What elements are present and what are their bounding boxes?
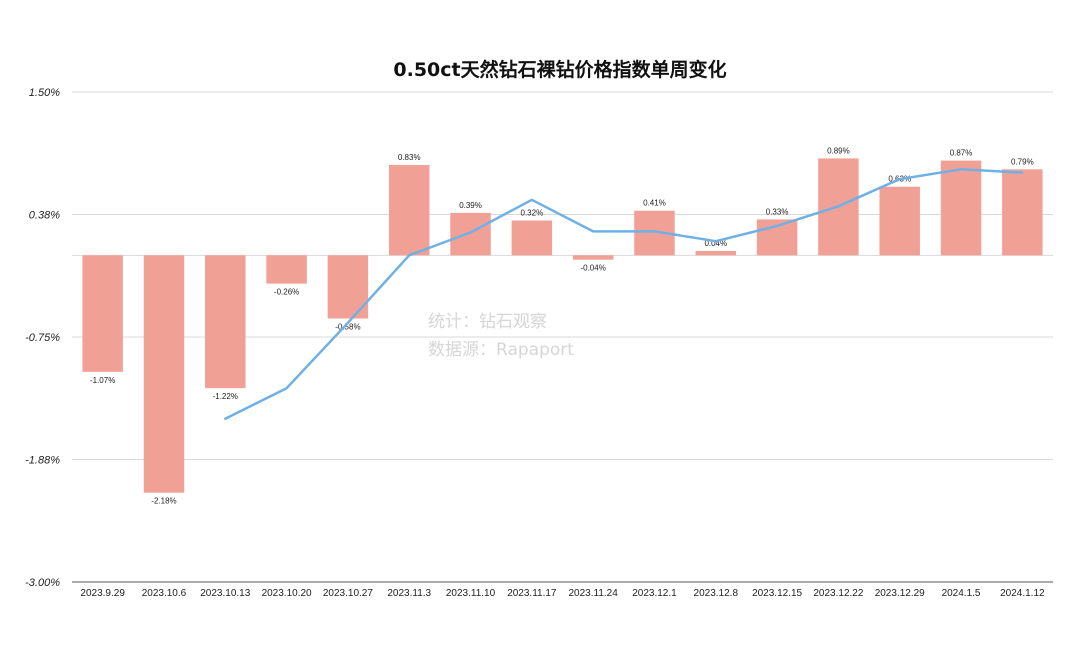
bars-group <box>82 158 1043 493</box>
chart-title: 0.50ct天然钻石裸钻价格指数单周变化 <box>393 58 726 81</box>
y-tick-label: -3.00% <box>25 577 60 589</box>
data-label: 0.39% <box>459 201 482 210</box>
x-tick-label: 2023.11.17 <box>507 588 557 599</box>
data-label: -0.26% <box>274 288 299 297</box>
data-label: 0.41% <box>643 199 666 208</box>
data-label: 0.87% <box>950 149 973 158</box>
x-tick-label: 2023.12.15 <box>752 588 802 599</box>
x-tick-label: 2023.11.3 <box>387 588 431 599</box>
bar <box>511 220 553 256</box>
bar <box>879 186 920 256</box>
x-tick-label: 2023.12.22 <box>813 588 863 599</box>
x-tick-label: 2023.9.29 <box>80 588 125 599</box>
bar <box>695 250 737 256</box>
bar <box>82 255 123 372</box>
x-axis: 2023.9.29 2023.10.6 2023.10.13 2023.10.20 20… <box>80 588 1045 599</box>
x-tick-label: 2023.10.20 <box>262 588 312 599</box>
data-label: -0.58% <box>335 322 360 331</box>
x-tick-label: 2023.10.13 <box>200 588 250 599</box>
data-label: -1.07% <box>90 376 115 385</box>
bar <box>205 255 246 389</box>
data-label: 0.83% <box>398 153 421 162</box>
watermark: 统计：钻石观察 数据源：Rapaport <box>428 312 574 360</box>
y-tick-label: 1.50% <box>29 87 60 99</box>
data-label: 0.32% <box>521 208 544 217</box>
y-tick-label: 0.38% <box>29 210 60 222</box>
data-label: -2.18% <box>151 497 176 506</box>
bar <box>388 164 430 256</box>
bar <box>450 212 491 256</box>
x-tick-label: 2023.10.27 <box>323 588 373 599</box>
bar <box>266 255 307 284</box>
bar <box>572 255 614 260</box>
bar <box>143 255 185 493</box>
bar <box>940 160 982 256</box>
y-tick-label: -1.88% <box>25 455 60 467</box>
x-tick-label: 2023.10.6 <box>142 588 187 599</box>
x-tick-label: 2023.11.10 <box>446 588 496 599</box>
x-tick-label: 2023.11.24 <box>569 588 619 599</box>
data-label: 0.79% <box>1011 157 1034 166</box>
x-tick-label: 2024.1.12 <box>1000 588 1045 599</box>
data-label: 0.04% <box>704 239 727 248</box>
watermark-line-1: 统计：钻石观察 <box>428 312 547 332</box>
y-axis: 1.50% 0.38% -0.75% -1.88% -3.00% <box>25 87 60 589</box>
x-tick-label: 2023.12.8 <box>694 588 739 599</box>
y-tick-label: -0.75% <box>25 332 60 344</box>
data-label: 0.89% <box>827 146 850 155</box>
trend-line <box>224 168 1024 420</box>
x-tick-label: 2024.1.5 <box>942 588 981 599</box>
bar <box>1002 169 1043 256</box>
x-tick-label: 2023.12.1 <box>632 588 677 599</box>
data-label: -0.04% <box>580 264 605 273</box>
x-tick-label: 2023.12.29 <box>875 588 925 599</box>
data-label: -1.22% <box>213 392 238 401</box>
data-label: 0.33% <box>766 207 789 216</box>
watermark-line-2: 数据源：Rapaport <box>428 340 574 360</box>
